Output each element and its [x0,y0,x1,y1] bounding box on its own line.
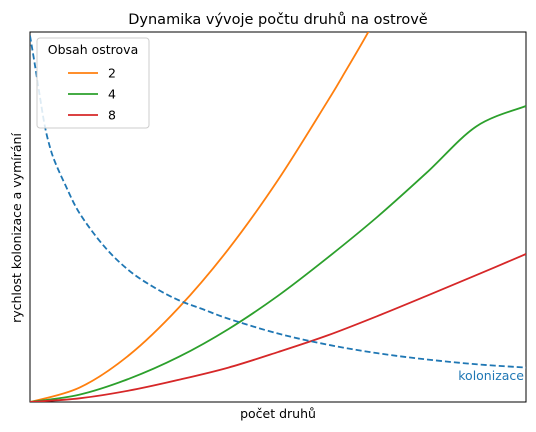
y-axis-label: rychlost kolonizace a vymírání [9,133,24,323]
series-line-4 [30,105,526,402]
legend-items: 2 4 8 [68,66,116,123]
legend-label-8: 8 [108,108,116,123]
series-line-8 [30,253,526,402]
series-line-2 [30,32,370,402]
x-axis-label: počet druhů [240,406,316,421]
chart-title: Dynamika vývoje počtu druhů na ostrově [128,12,428,28]
legend-box [36,37,150,129]
legend: Obsah ostrova 2 4 8 [36,37,150,129]
legend-label-4: 4 [108,87,116,102]
colonization-label: kolonizace [458,368,524,383]
legend-label-2: 2 [108,66,116,81]
legend-title: Obsah ostrova [48,42,138,57]
